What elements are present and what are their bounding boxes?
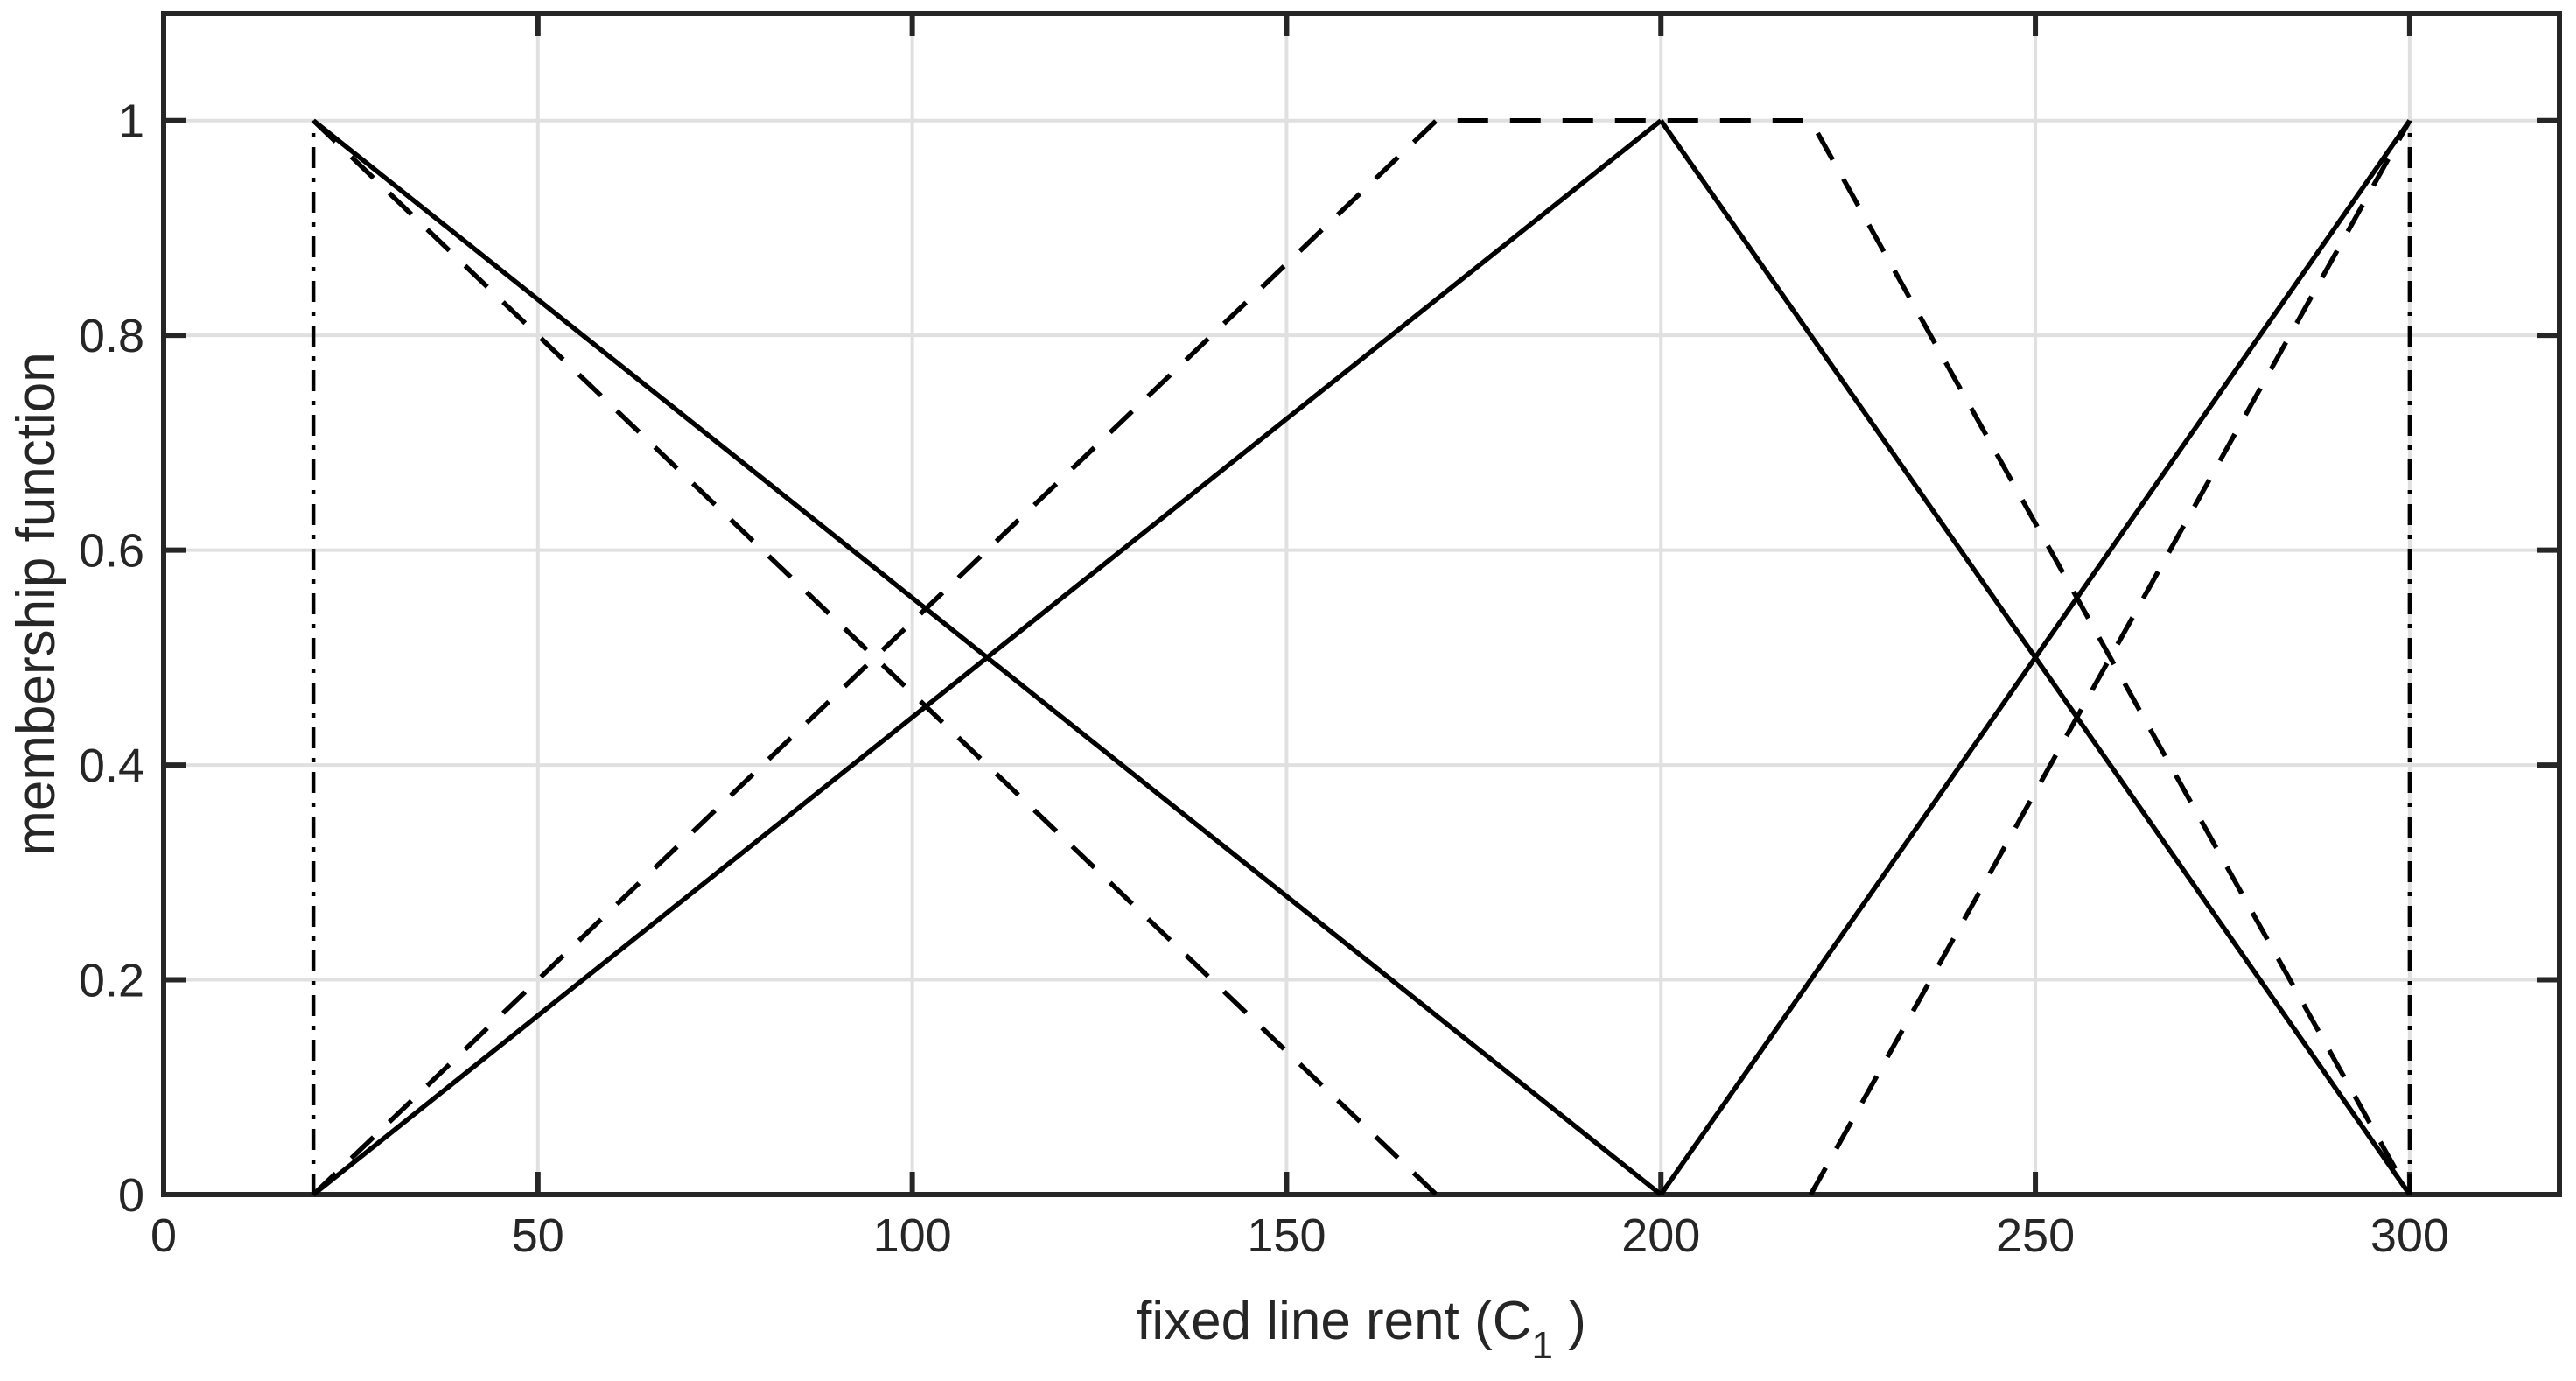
y-tick-label: 0.4 <box>79 740 144 792</box>
plot-border <box>161 11 2562 1197</box>
series-solid-rising-right <box>1658 119 2412 1196</box>
y-tick-label: 0.2 <box>79 955 144 1007</box>
x-tick-label: 100 <box>873 1209 952 1262</box>
x-tick-label: 50 <box>512 1209 564 1262</box>
axis-layer <box>161 11 2562 1197</box>
series-layer <box>311 117 2412 1197</box>
y-tick-label: 0 <box>118 1169 144 1222</box>
x-tick-label: 250 <box>1996 1209 2075 1262</box>
x-axis-label: fixed line rent (C1 ) <box>1137 1291 1586 1367</box>
x-tick-label: 150 <box>1247 1209 1326 1262</box>
series-dashed-trapezoid-middle <box>312 117 2412 1196</box>
series-solid-rising-left <box>312 118 1662 1197</box>
y-axis-label: membership function <box>6 352 66 856</box>
x-tick-label: 200 <box>1621 1209 1700 1262</box>
grid-layer <box>164 13 2559 1195</box>
y-tick-label: 0.6 <box>79 525 144 578</box>
x-tick-label: 0 <box>150 1209 177 1262</box>
x-axis-label-group: fixed line rent (C1 ) <box>1137 1291 1586 1367</box>
series-dashed-rising-right <box>1808 119 2412 1196</box>
tick-label-layer: 0 50 100 150 200 250 300 0 0.2 0.4 0.6 0.8 1 <box>79 95 2449 1262</box>
x-tick-label: 300 <box>2370 1209 2449 1262</box>
y-tick-label: 0.8 <box>79 310 144 362</box>
y-tick-label: 1 <box>118 95 144 148</box>
